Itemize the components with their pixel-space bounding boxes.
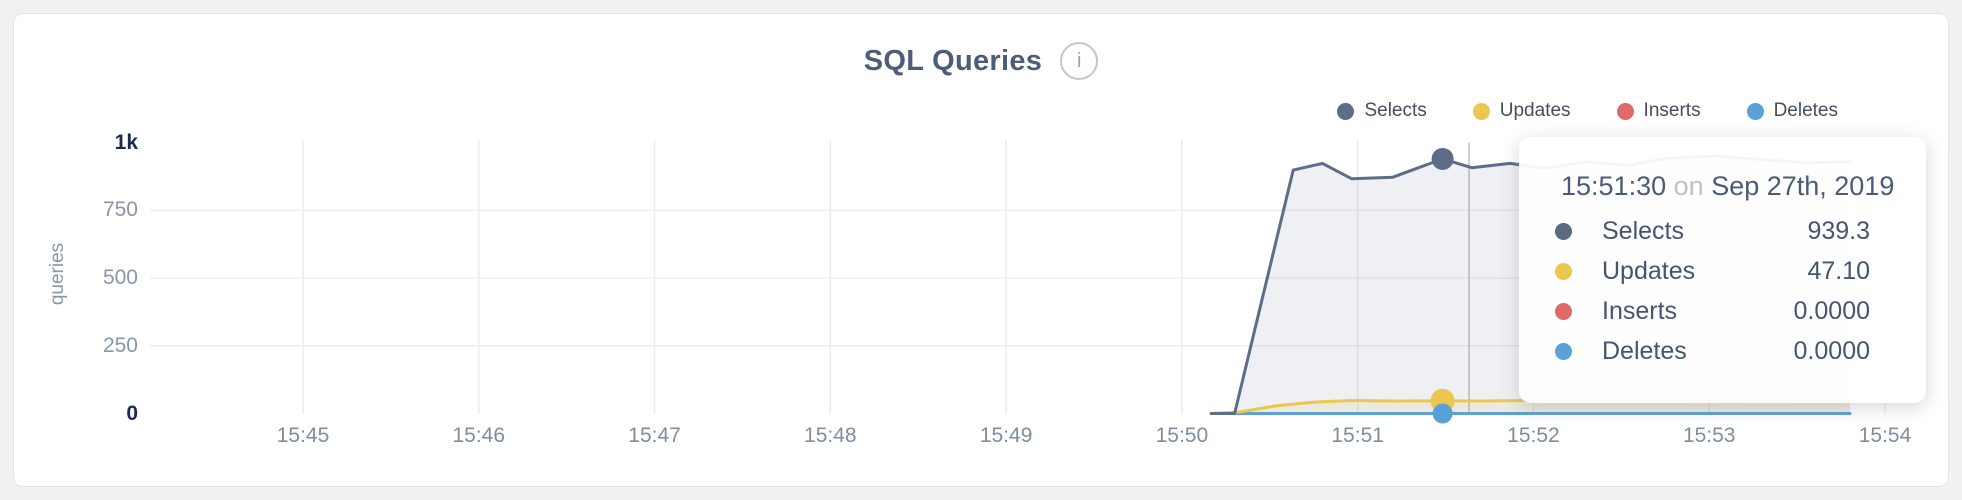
inserts-dot-icon bbox=[1555, 302, 1572, 320]
inserts-legend-dot-icon bbox=[1616, 102, 1634, 120]
deletes-legend-dot-icon bbox=[1746, 102, 1764, 120]
chart-header: SQL Queries i bbox=[0, 42, 1962, 80]
tooltip-time: 15:51:30 bbox=[1561, 171, 1667, 201]
legend-label: Inserts bbox=[1643, 100, 1701, 121]
chart-legend: Selects Updates Inserts Deletes bbox=[1337, 100, 1838, 122]
tooltip-row-updates: Updates 47.10 bbox=[1555, 251, 1870, 291]
tooltip-row-selects: Selects 939.3 bbox=[1555, 211, 1870, 251]
legend-label: Updates bbox=[1499, 100, 1571, 121]
y-axis-title: queries bbox=[47, 242, 68, 306]
x-tick-label: 15:48 bbox=[804, 424, 857, 447]
legend-label: Selects bbox=[1364, 100, 1427, 121]
y-tick-label: 500 bbox=[102, 266, 138, 289]
deletes-hover-dot[interactable] bbox=[1432, 403, 1453, 424]
legend-label: Deletes bbox=[1773, 100, 1838, 121]
selects-dot-icon bbox=[1555, 222, 1572, 240]
x-tick-label: 15:53 bbox=[1682, 424, 1736, 447]
tooltip-timestamp: 15:51:30 on Sep 27th, 2019 bbox=[1561, 171, 1894, 202]
x-tick-label: 15:46 bbox=[452, 424, 506, 447]
x-tick-label: 15:47 bbox=[628, 424, 681, 447]
updates-dot-icon bbox=[1555, 262, 1572, 280]
tooltip-row-value: 939.3 bbox=[1807, 216, 1870, 245]
tooltip-connector: on bbox=[1673, 171, 1704, 201]
x-tick-label: 15:45 bbox=[276, 424, 330, 447]
tooltip-row-deletes: Deletes 0.0000 bbox=[1555, 331, 1870, 371]
x-tick-label: 15:50 bbox=[1155, 424, 1209, 447]
deletes-dot-icon bbox=[1555, 342, 1572, 360]
legend-item-inserts[interactable]: Inserts bbox=[1616, 100, 1701, 122]
legend-item-updates[interactable]: Updates bbox=[1472, 100, 1571, 122]
page-title: SQL Queries bbox=[863, 44, 1043, 77]
x-tick-label: 15:51 bbox=[1331, 424, 1384, 447]
y-tick-label: 1k bbox=[114, 130, 138, 154]
tooltip-date: Sep 27th, 2019 bbox=[1711, 171, 1895, 201]
x-tick-label: 15:54 bbox=[1858, 424, 1912, 447]
y-tick-label: 0 bbox=[126, 401, 138, 425]
selects-hover-dot[interactable] bbox=[1431, 147, 1454, 170]
x-tick-label: 15:49 bbox=[979, 424, 1033, 447]
tooltip-row-value: 47.10 bbox=[1807, 256, 1870, 285]
x-tick-label: 15:52 bbox=[1507, 424, 1560, 447]
tooltip-row-label: Inserts bbox=[1602, 296, 1678, 325]
legend-item-selects[interactable]: Selects bbox=[1337, 100, 1427, 122]
updates-legend-dot-icon bbox=[1472, 102, 1490, 120]
tooltip-row-label: Selects bbox=[1602, 216, 1684, 245]
tooltip-row-label: Updates bbox=[1602, 256, 1696, 285]
tooltip-row-inserts: Inserts 0.0000 bbox=[1555, 291, 1870, 331]
tooltip-row-value: 0.0000 bbox=[1793, 296, 1870, 325]
y-tick-label: 250 bbox=[102, 333, 138, 357]
updates-area bbox=[1211, 400, 1850, 414]
hover-tooltip: 15:51:30 on Sep 27th, 2019 Selects 939.3… bbox=[1519, 137, 1926, 403]
legend-item-deletes[interactable]: Deletes bbox=[1746, 100, 1838, 122]
info-icon[interactable]: i bbox=[1060, 42, 1099, 80]
y-tick-label: 750 bbox=[102, 198, 138, 222]
selects-legend-dot-icon bbox=[1337, 102, 1355, 120]
tooltip-row-label: Deletes bbox=[1602, 336, 1687, 365]
tooltip-row-value: 0.0000 bbox=[1793, 336, 1870, 365]
